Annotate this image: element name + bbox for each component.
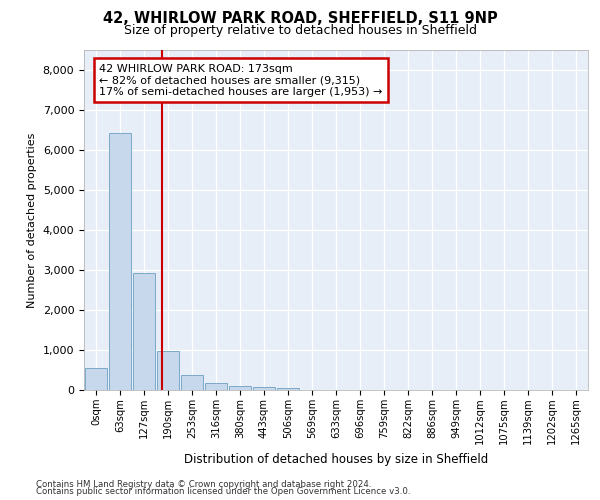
Y-axis label: Number of detached properties: Number of detached properties bbox=[27, 132, 37, 308]
Text: Size of property relative to detached houses in Sheffield: Size of property relative to detached ho… bbox=[124, 24, 476, 37]
X-axis label: Distribution of detached houses by size in Sheffield: Distribution of detached houses by size … bbox=[184, 452, 488, 466]
Bar bbox=[157, 351, 179, 390]
Text: 42 WHIRLOW PARK ROAD: 173sqm
← 82% of detached houses are smaller (9,315)
17% of: 42 WHIRLOW PARK ROAD: 173sqm ← 82% of de… bbox=[99, 64, 382, 97]
Bar bbox=[205, 383, 227, 390]
Bar bbox=[229, 386, 251, 390]
Text: Contains HM Land Registry data © Crown copyright and database right 2024.: Contains HM Land Registry data © Crown c… bbox=[36, 480, 371, 489]
Text: Contains public sector information licensed under the Open Government Licence v3: Contains public sector information licen… bbox=[36, 487, 410, 496]
Bar bbox=[109, 133, 131, 390]
Bar bbox=[277, 388, 299, 390]
Bar bbox=[181, 375, 203, 390]
Bar bbox=[253, 387, 275, 390]
Bar bbox=[85, 368, 107, 390]
Text: 42, WHIRLOW PARK ROAD, SHEFFIELD, S11 9NP: 42, WHIRLOW PARK ROAD, SHEFFIELD, S11 9N… bbox=[103, 11, 497, 26]
Bar bbox=[133, 273, 155, 390]
